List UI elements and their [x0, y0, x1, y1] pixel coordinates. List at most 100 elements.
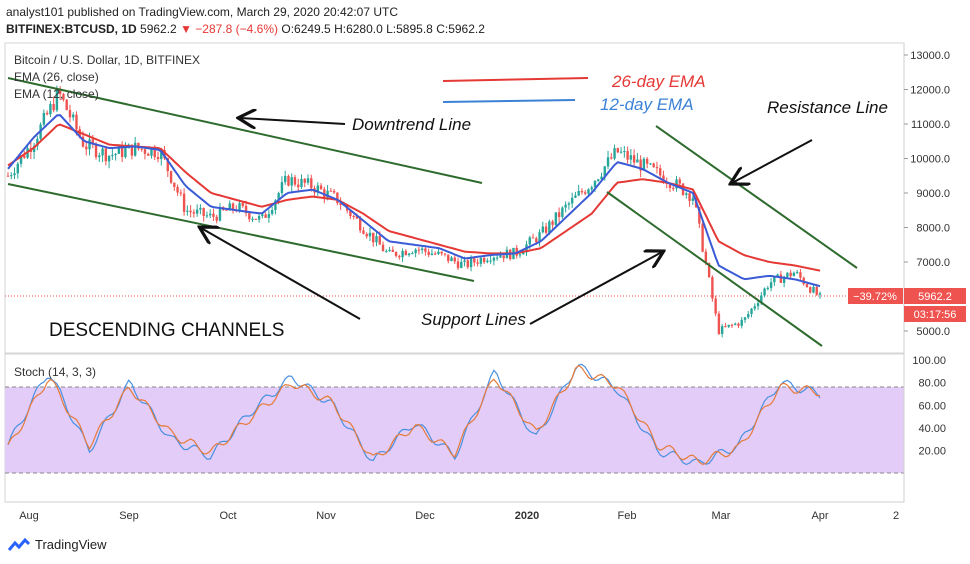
- candle-body: [120, 146, 124, 158]
- downtrend-line-lower: [7, 183, 475, 282]
- candle-body: [606, 157, 610, 167]
- candle-body: [62, 93, 65, 100]
- candle-body: [94, 144, 98, 158]
- candle-body: [639, 159, 642, 171]
- candle-body: [88, 139, 91, 150]
- candle-body: [163, 150, 166, 159]
- trend-lines: [7, 77, 858, 347]
- candle-body: [466, 260, 470, 268]
- candle-body: [786, 272, 789, 277]
- candle-body: [166, 158, 169, 172]
- candle-body: [711, 277, 714, 299]
- candle-body: [55, 89, 59, 111]
- candle-body: [580, 190, 584, 193]
- candle-body: [815, 286, 818, 295]
- candle-body: [672, 187, 675, 189]
- candle-body: [81, 136, 85, 147]
- downtrend-label: Downtrend Line: [352, 115, 471, 134]
- candle-body: [557, 212, 561, 217]
- price-tick-label: 9000.0: [916, 188, 950, 200]
- candle-body: [414, 249, 417, 254]
- candle-body: [610, 157, 613, 159]
- price-tick-label: 12000.0: [910, 85, 950, 97]
- candle-body: [19, 155, 23, 164]
- candle-body: [290, 177, 293, 186]
- candle-body: [49, 104, 52, 115]
- candle-body: [776, 274, 779, 277]
- candle-body: [799, 272, 802, 278]
- candle-body: [756, 303, 760, 307]
- price-tick-label: 13000.0: [910, 50, 950, 62]
- ema12-legend-line: [442, 99, 576, 103]
- candle-body: [407, 253, 411, 256]
- candle-body: [433, 253, 437, 255]
- price-tick-label: 5000.0: [916, 326, 950, 338]
- candle-body: [642, 158, 646, 171]
- candle-body: [720, 326, 724, 334]
- candle-body: [538, 232, 541, 243]
- candle-body: [492, 257, 496, 261]
- stoch-tick-label: 40.00: [918, 423, 946, 435]
- candle-body: [528, 237, 531, 245]
- support-line-right: [606, 191, 823, 347]
- close-value: C:5962.2: [436, 22, 485, 36]
- time-tick-label: Sep: [119, 510, 139, 522]
- candle-body: [140, 148, 143, 150]
- downtrend-arrow: [240, 118, 346, 124]
- candle-body: [319, 185, 323, 190]
- candle-body: [411, 253, 414, 255]
- candle-body: [358, 218, 362, 231]
- candle-body: [544, 226, 548, 233]
- candle-body: [244, 205, 248, 214]
- candle-body: [714, 298, 717, 314]
- tradingview-brand[interactable]: TradingView: [8, 537, 107, 552]
- candle-body: [469, 258, 473, 268]
- candle-body: [743, 317, 747, 320]
- candle-body: [593, 180, 597, 188]
- candle-body: [440, 251, 443, 254]
- candle-body: [789, 272, 792, 277]
- candle-body: [812, 286, 815, 293]
- candle-body: [688, 193, 691, 201]
- candle-body: [280, 182, 284, 194]
- candle-body: [424, 248, 427, 252]
- candle-body: [375, 236, 378, 243]
- candle-body: [587, 189, 590, 194]
- low-value: L:5895.8: [386, 22, 433, 36]
- candle-body: [91, 139, 94, 145]
- candle-body: [104, 148, 108, 162]
- candle-body: [225, 209, 228, 211]
- candle-body: [623, 151, 626, 153]
- time-tick-label: Apr: [811, 510, 828, 522]
- candle-body: [404, 250, 408, 256]
- ema26-legend-line: [442, 77, 589, 82]
- candle-body: [818, 293, 822, 295]
- candle-body: [349, 210, 352, 217]
- channels-label: DESCENDING CHANNELS: [49, 320, 284, 341]
- time-tick-label: Dec: [415, 510, 435, 522]
- candle-body: [750, 308, 753, 315]
- candle-body: [329, 190, 333, 192]
- candle-body: [698, 207, 701, 224]
- candle-body: [173, 182, 176, 187]
- candle-body: [372, 232, 375, 243]
- candle-body: [388, 249, 391, 252]
- candle-body: [215, 216, 218, 221]
- candle-body: [378, 236, 381, 245]
- candle-body: [548, 221, 551, 233]
- candle-body: [32, 146, 36, 152]
- candle-body: [447, 254, 450, 262]
- last-price: 5962.2: [140, 22, 177, 36]
- support-label: Support Lines: [421, 310, 526, 329]
- candle-body: [531, 237, 535, 239]
- candle-body: [114, 153, 117, 155]
- candle-body: [218, 207, 222, 221]
- candle-body: [264, 214, 267, 218]
- candle-body: [365, 233, 368, 237]
- candle-body: [45, 112, 49, 115]
- candle-body: [685, 193, 688, 195]
- candle-body: [65, 99, 68, 111]
- candle-body: [101, 148, 104, 156]
- publisher-line: analyst101 published on TradingView.com,…: [6, 5, 399, 19]
